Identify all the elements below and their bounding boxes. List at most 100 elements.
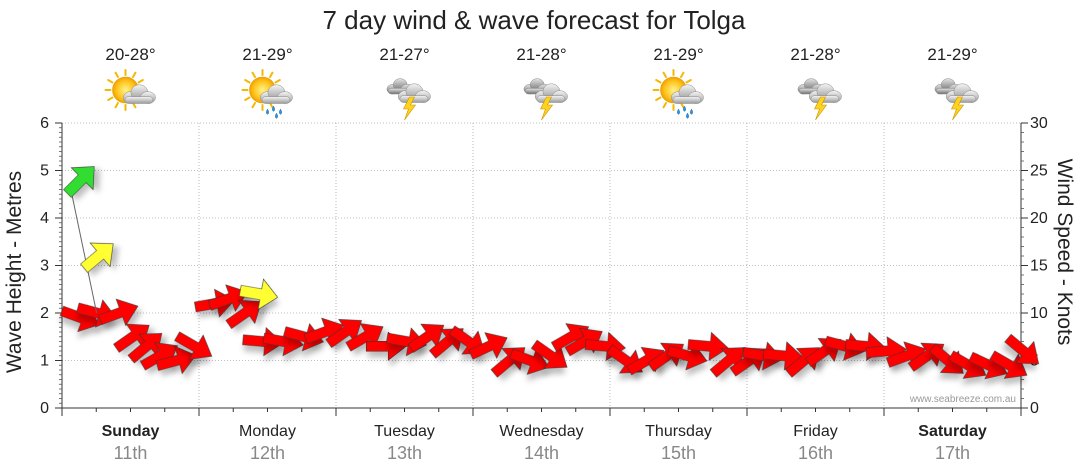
wind-arrow: [155, 345, 197, 375]
sun-ray: [655, 96, 662, 101]
sun-ray: [107, 79, 114, 84]
sun-ray: [107, 96, 114, 101]
left-tick-label: 0: [40, 400, 49, 417]
thunderstorm-icon: [934, 78, 979, 121]
wind-arrow: [530, 339, 568, 369]
rain-drop: [690, 108, 693, 115]
rain-drop: [686, 112, 689, 119]
temperature-range-friday: 21-28°: [790, 45, 840, 64]
wind-arrow: [325, 319, 362, 348]
right-tick-label: 30: [1030, 115, 1048, 132]
temperature-range-monday: 21-29°: [242, 45, 292, 64]
day-name-saturday: Saturday: [918, 423, 987, 440]
watermark: www.seabreeze.com.au: [909, 394, 1016, 405]
day-name-sunday: Sunday: [102, 423, 160, 440]
sun-ray: [655, 79, 662, 84]
day-date-thursday: 15th: [661, 443, 696, 463]
cloud-base: [261, 96, 291, 104]
sun-ray: [685, 79, 692, 84]
sun-ray: [251, 71, 256, 79]
highlight-arrow-series: [63, 166, 279, 314]
temperature-range-wednesday: 21-28°: [516, 45, 566, 64]
highlight-arrow-moderate: [80, 242, 114, 273]
day-name-wednesday: Wednesday: [499, 423, 583, 440]
highlight-arrow-moderate: [238, 278, 279, 311]
left-tick-label: 6: [40, 115, 49, 132]
wind-arrow: [468, 332, 508, 360]
sun-ray: [132, 71, 137, 79]
sun-ray: [662, 101, 667, 109]
day-name-friday: Friday: [793, 423, 837, 440]
sun-ray: [244, 96, 251, 101]
wind-arrow: [98, 298, 139, 327]
sun-rain-icon: [652, 69, 704, 119]
right-tick-label: 25: [1030, 163, 1048, 180]
wind-arrow-series: [59, 284, 1039, 380]
lightning-bolt: [951, 96, 965, 121]
rain-drop: [272, 105, 275, 112]
left-tick-label: 5: [40, 163, 49, 180]
right-axis-title: Wind Speed - Knots: [1053, 159, 1076, 346]
wind-arrow: [407, 323, 445, 353]
sun-ray: [137, 79, 144, 84]
cloud-base: [672, 96, 702, 104]
wind-arrow: [709, 347, 745, 378]
cloud-shape: [259, 84, 293, 104]
temperature-range-saturday: 21-29°: [927, 45, 977, 64]
day-name-thursday: Thursday: [645, 423, 712, 440]
day-header-group: 20-28° 21-29° 21-27° 21-28° 21-29° 21-28° 21-2…: [104, 45, 979, 121]
wind-arrow: [989, 350, 1028, 379]
cloud-shape: [945, 83, 979, 103]
rain-drop: [677, 108, 680, 115]
thunderstorm-icon: [797, 78, 842, 121]
plot-axes: 0123456051015202530: [40, 115, 1048, 417]
wind-arrow: [174, 331, 213, 360]
cloud-base: [536, 95, 566, 103]
thunderstorm-icon: [386, 78, 431, 121]
right-tick-label: 15: [1030, 258, 1048, 275]
chart-title: 7 day wind & wave forecast for Tolga: [323, 5, 747, 35]
lightning-bolt: [540, 96, 554, 121]
wind-arrow: [687, 331, 729, 361]
day-name-monday: Monday: [239, 423, 296, 440]
wind-arrow: [1004, 333, 1039, 365]
sun-cloud-icon: [104, 69, 156, 111]
thunderstorm-icon: [523, 78, 568, 121]
day-date-sunday: 11th: [114, 443, 148, 463]
right-tick-label: 20: [1030, 210, 1048, 227]
cloud-base: [947, 95, 977, 103]
day-labels-group: Sunday 11th Monday 12th Tuesday 13th Wednesday…: [102, 423, 987, 463]
wind-arrow: [509, 347, 550, 375]
rain-drop: [266, 108, 269, 115]
sun-ray: [680, 71, 685, 79]
left-tick-label: 4: [40, 210, 49, 227]
right-tick-label: 0: [1030, 400, 1039, 417]
left-tick-label: 1: [40, 353, 49, 370]
sun-ray: [244, 79, 251, 84]
rain-drop: [683, 105, 686, 112]
sun-ray: [274, 79, 281, 84]
sun-rain-icon: [241, 69, 293, 119]
sun-ray: [114, 101, 119, 109]
day-name-tuesday: Tuesday: [374, 423, 435, 440]
left-tick-label: 2: [40, 305, 49, 322]
day-date-wednesday: 14th: [524, 443, 559, 463]
left-axis-title: Wave Height - Metres: [3, 171, 26, 373]
rain-drop: [279, 108, 282, 115]
temperature-range-thursday: 21-29°: [653, 45, 703, 64]
lightning-bolt: [814, 96, 828, 121]
temperature-range-sunday: 20-28°: [105, 45, 155, 64]
left-tick-label: 3: [40, 258, 49, 275]
temperature-range-tuesday: 21-27°: [379, 45, 429, 64]
sun-ray: [269, 71, 274, 79]
day-date-monday: 12th: [250, 443, 285, 463]
sun-ray: [251, 101, 256, 109]
cloud-base: [124, 96, 154, 104]
day-date-friday: 16th: [798, 443, 833, 463]
wind-arrow: [225, 300, 262, 329]
wave-connector-line: [70, 189, 98, 314]
rain-drop: [275, 112, 278, 119]
sun-ray: [662, 71, 667, 79]
highlight-arrow-strong: [63, 166, 95, 198]
